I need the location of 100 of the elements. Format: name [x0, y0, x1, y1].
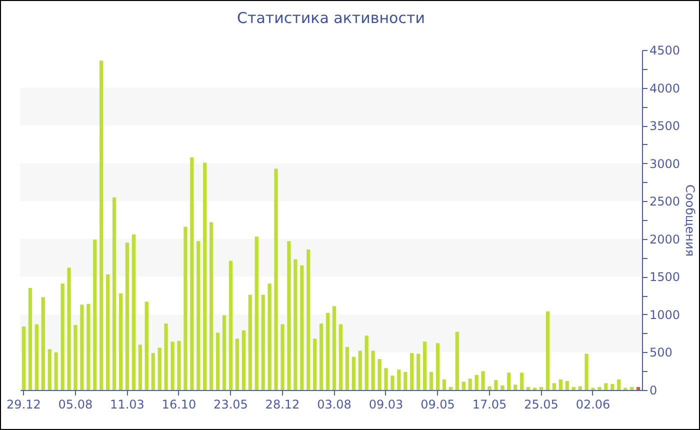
bar — [261, 294, 265, 390]
bar — [630, 386, 634, 390]
bar — [203, 162, 207, 390]
bar — [448, 386, 452, 390]
bar — [118, 293, 123, 390]
bar — [345, 346, 349, 390]
bar — [552, 383, 556, 390]
x-tick-label: 17.05 — [472, 398, 507, 412]
bar — [404, 372, 408, 390]
bar — [235, 338, 240, 390]
bar — [526, 386, 530, 390]
bar — [474, 374, 478, 390]
bar — [313, 338, 317, 390]
bar — [442, 379, 446, 390]
bar — [539, 386, 544, 390]
bar — [294, 259, 298, 390]
bar — [416, 354, 420, 390]
bar — [248, 294, 252, 390]
x-tick-label: 03.08 — [317, 398, 352, 412]
bar — [306, 249, 310, 390]
bar — [604, 383, 608, 390]
bar — [598, 386, 602, 390]
bar — [74, 325, 78, 390]
bar — [371, 350, 375, 390]
bar — [254, 236, 258, 390]
y-tick-label: 3000 — [650, 156, 680, 171]
bar — [287, 241, 291, 390]
y-tick-label: 2000 — [650, 232, 680, 246]
bar — [93, 240, 97, 390]
bar — [242, 330, 246, 390]
bar — [41, 297, 45, 390]
bar — [546, 311, 550, 390]
bar — [80, 304, 84, 390]
bar — [210, 222, 214, 390]
bar — [520, 372, 524, 390]
bar — [514, 384, 518, 390]
bar — [138, 344, 142, 390]
bar — [578, 386, 582, 390]
bar — [164, 324, 168, 390]
bar — [22, 326, 26, 390]
bar — [565, 380, 569, 390]
x-tick-label: 02.06 — [576, 398, 610, 412]
bar — [610, 384, 614, 390]
chart-title: Статистика активности — [237, 9, 425, 27]
bar — [332, 306, 336, 390]
bar — [338, 324, 343, 390]
bar — [468, 378, 472, 390]
x-tick-label: 09.03 — [368, 398, 404, 412]
bar — [364, 336, 368, 390]
x-tick-label: 25.05 — [524, 398, 558, 412]
bar — [436, 343, 440, 390]
bar — [462, 382, 466, 390]
bar — [158, 348, 162, 390]
bar — [60, 283, 64, 390]
bar — [132, 234, 136, 390]
bar — [429, 372, 434, 390]
bar — [326, 312, 330, 390]
bar — [280, 324, 284, 390]
bar — [228, 260, 233, 390]
bar — [352, 356, 356, 390]
bar — [481, 371, 485, 390]
y-tick-label: 1500 — [650, 270, 680, 284]
bar — [300, 265, 304, 390]
x-tick-label: 16.10 — [162, 398, 196, 412]
bar — [422, 342, 427, 390]
bar — [397, 370, 401, 390]
bar — [274, 168, 278, 390]
bar — [190, 157, 194, 390]
bar — [125, 242, 130, 390]
bar — [584, 354, 588, 390]
bar — [170, 342, 174, 390]
x-tick-label: 11.03 — [110, 398, 144, 412]
y-tick-label: 2500 — [650, 194, 680, 209]
bar — [636, 386, 640, 390]
bar — [358, 350, 362, 390]
bar — [67, 268, 71, 390]
bar — [558, 379, 562, 390]
bar — [177, 340, 181, 390]
y-tick-label: 1000 — [650, 308, 680, 322]
bar — [378, 359, 382, 390]
bar — [455, 332, 459, 390]
x-tick-label: 28.12 — [265, 398, 300, 412]
bar — [54, 352, 58, 390]
bar — [384, 368, 388, 390]
bar — [48, 349, 52, 390]
bar — [28, 288, 32, 390]
bar — [86, 304, 90, 390]
bar — [184, 226, 188, 390]
bar — [216, 332, 220, 390]
bar — [144, 302, 148, 390]
bar — [222, 315, 226, 390]
x-tick-label: 29.12 — [6, 398, 41, 412]
x-tick-label: 05.08 — [58, 398, 93, 412]
bar — [390, 376, 394, 390]
x-tick-label: 23.05 — [214, 398, 248, 412]
y-tick-label: 0 — [650, 384, 658, 398]
bar — [410, 352, 414, 390]
bar — [319, 324, 324, 390]
y-axis-title: Сообщения — [683, 184, 698, 257]
x-tick-label: 09.05 — [420, 398, 455, 412]
